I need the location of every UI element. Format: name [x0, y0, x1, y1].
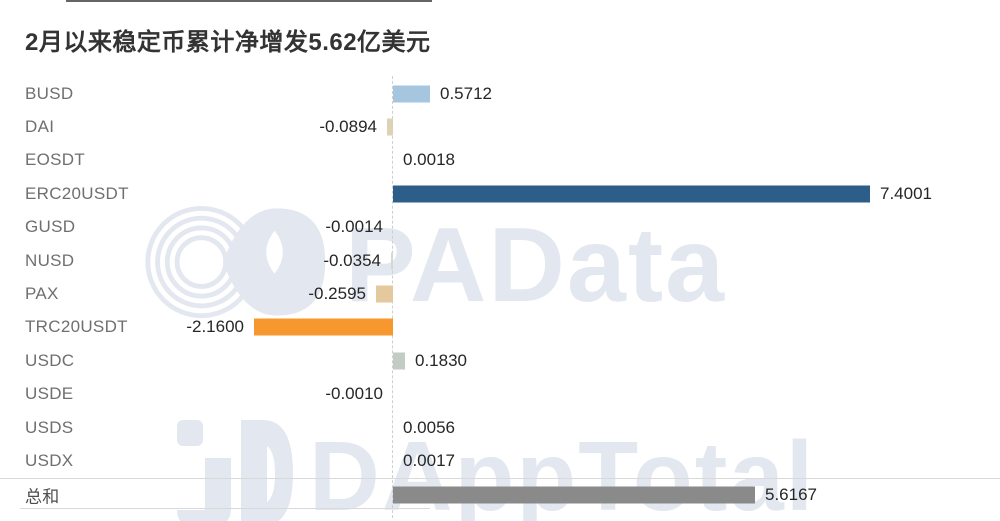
chart-row-nusd: NUSD -0.0354	[0, 244, 1000, 277]
category-label: ERC20USDT	[25, 183, 129, 203]
category-label: PAX	[25, 284, 59, 304]
chart-row-pax: PAX -0.2595	[0, 277, 1000, 310]
bar-总和[interactable]	[393, 486, 755, 504]
value-label: -0.0894	[319, 117, 377, 137]
chart-row-总和: 总和 5.6167	[0, 477, 1000, 512]
bar-nusd[interactable]	[391, 252, 393, 270]
category-label: EOSDT	[25, 150, 86, 170]
chart-row-dai: DAI -0.0894	[0, 110, 1000, 143]
bar-pax[interactable]	[376, 285, 393, 303]
chart-row-usds: USDS 0.0056	[0, 411, 1000, 444]
chart-row-erc20usdt: ERC20USDT 7.4001	[0, 177, 1000, 210]
value-label: 0.5712	[440, 83, 492, 103]
chart-row-busd: BUSD 0.5712	[0, 77, 1000, 110]
chart-row-gusd: GUSD -0.0014	[0, 211, 1000, 244]
bar-trc20usdt[interactable]	[254, 318, 393, 336]
chart-title: 2月以来稳定币累计净增发5.62亿美元	[25, 29, 431, 56]
value-label: 0.0017	[403, 450, 455, 470]
category-label: NUSD	[25, 250, 75, 270]
value-label: 7.4001	[880, 183, 932, 203]
bar-busd[interactable]	[393, 85, 430, 103]
value-label: 0.0056	[403, 417, 455, 437]
value-label: 5.6167	[765, 485, 817, 505]
bar-erc20usdt[interactable]	[393, 185, 870, 203]
value-label: 0.1830	[415, 350, 467, 370]
category-label: BUSD	[25, 83, 74, 103]
category-label: 总和	[25, 487, 60, 507]
category-label: USDS	[25, 417, 74, 437]
value-label: -2.1600	[186, 317, 244, 337]
bar-dai[interactable]	[387, 118, 393, 136]
chart-row-eosdt: EOSDT 0.0018	[0, 144, 1000, 177]
total-row-bottom-separator	[20, 508, 430, 509]
chart-row-trc20usdt: TRC20USDT -2.1600	[0, 311, 1000, 344]
category-label: DAI	[25, 117, 55, 137]
value-label: -0.0010	[325, 384, 383, 404]
category-label: USDE	[25, 384, 74, 404]
category-label: TRC20USDT	[25, 317, 128, 337]
chart-row-usde: USDE -0.0010	[0, 378, 1000, 411]
value-label: -0.0354	[323, 250, 381, 270]
value-label: -0.0014	[325, 217, 383, 237]
chart-rows: BUSD 0.5712 DAI -0.0894 EOSDT 0.0018 ERC20USDT…	[0, 77, 1000, 512]
value-label: -0.2595	[308, 284, 366, 304]
bar-usdc[interactable]	[393, 352, 405, 370]
value-label: 0.0018	[403, 150, 455, 170]
category-label: GUSD	[25, 217, 76, 237]
top-border-line	[66, 0, 432, 2]
chart-row-usdc: USDC 0.1830	[0, 344, 1000, 377]
chart-row-usdx: USDX 0.0017	[0, 444, 1000, 477]
category-label: USDC	[25, 350, 75, 370]
category-label: USDX	[25, 450, 74, 470]
